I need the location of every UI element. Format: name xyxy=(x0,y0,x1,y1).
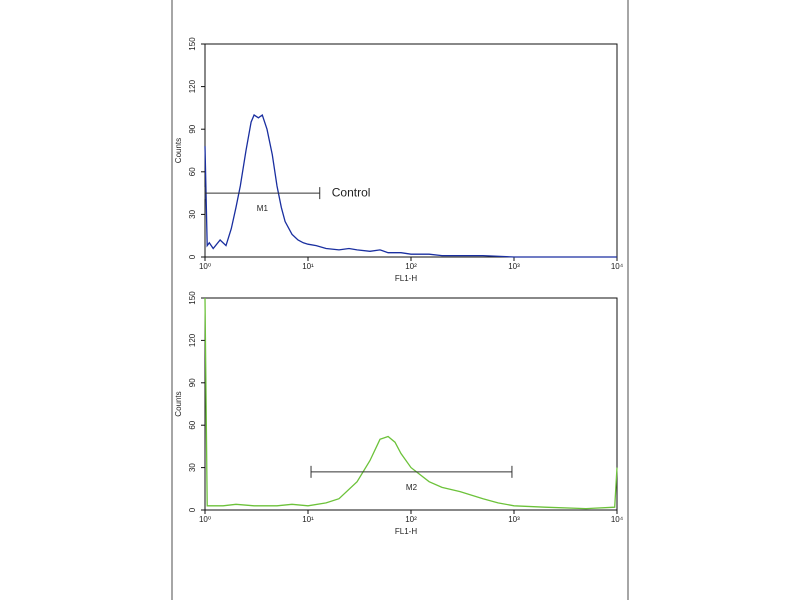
histogram-line xyxy=(204,113,617,258)
annotation: Control xyxy=(332,185,371,199)
x-tick-label: 10¹ xyxy=(302,515,314,524)
y-tick-label: 120 xyxy=(188,333,197,347)
x-tick-label: 10⁰ xyxy=(199,515,211,524)
x-tick-label: 10¹ xyxy=(302,262,314,271)
x-tick-label: 10³ xyxy=(508,515,520,524)
y-axis-label: Counts xyxy=(174,391,183,416)
x-tick-label: 10³ xyxy=(508,262,520,271)
y-tick-label: 120 xyxy=(188,79,197,93)
y-tick-label: 30 xyxy=(188,463,197,472)
y-tick-label: 30 xyxy=(188,209,197,218)
x-axis-label: FL1-H xyxy=(395,527,417,536)
x-tick-label: 10⁴ xyxy=(611,515,624,524)
gate-label: M1 xyxy=(257,204,269,213)
y-tick-label: 60 xyxy=(188,167,197,176)
gate-label: M2 xyxy=(406,483,418,492)
y-tick-label: 150 xyxy=(188,37,197,51)
x-tick-label: 10² xyxy=(405,262,417,271)
y-tick-label: 0 xyxy=(188,507,197,512)
y-axis-label: Counts xyxy=(174,138,183,163)
histogram-line xyxy=(204,297,618,510)
x-axis-label: FL1-H xyxy=(395,274,417,283)
x-tick-label: 10² xyxy=(405,515,417,524)
x-tick-label: 10⁴ xyxy=(611,262,624,271)
y-tick-label: 0 xyxy=(188,254,197,259)
y-tick-label: 60 xyxy=(188,420,197,429)
y-tick-label: 150 xyxy=(188,291,197,305)
y-tick-label: 90 xyxy=(188,124,197,133)
x-tick-label: 10⁰ xyxy=(199,262,211,271)
y-tick-label: 90 xyxy=(188,378,197,387)
